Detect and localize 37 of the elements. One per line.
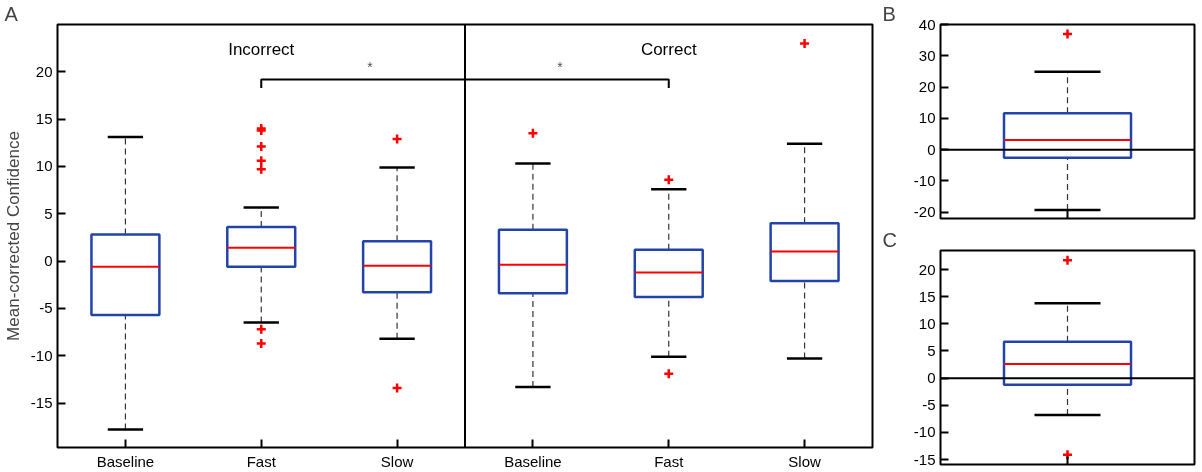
y-tick-label: -15 [913, 450, 936, 468]
chart-title: B [882, 2, 896, 25]
y-tick-label: -10 [30, 346, 53, 364]
y-tick-label: -5 [922, 396, 936, 414]
y-tick-label: 10 [918, 314, 936, 332]
y-tick-label: 5 [927, 341, 936, 359]
y-tick-label: 30 [918, 46, 936, 64]
y-tick-label: -10 [913, 171, 936, 189]
y-tick-label: 0 [927, 140, 936, 158]
annotation: Incorrect [228, 40, 295, 60]
y-tick-label: 15 [35, 110, 53, 128]
y-tick-label: -20 [913, 203, 936, 221]
y-tick-label: 10 [35, 157, 53, 175]
x-tick-label: Baseline [504, 452, 562, 470]
y-tick-label: 20 [918, 260, 936, 278]
y-axis-title: Mean-corrected Confidence [3, 131, 23, 341]
y-tick-label: 0 [927, 369, 936, 387]
y-tick-label: 40 [918, 15, 936, 33]
x-tick-label: Baseline [96, 452, 155, 470]
chart-title: C [882, 228, 897, 251]
x-tick-label: Fast [654, 452, 685, 470]
y-tick-label: 15 [918, 287, 936, 305]
y-tick-label: 5 [44, 204, 53, 222]
y-tick-label: 20 [918, 78, 936, 96]
y-tick-label: -5 [39, 299, 53, 317]
x-tick-label: Fast [246, 452, 277, 470]
y-tick-label: 10 [918, 109, 936, 127]
annotation: Correct [640, 40, 697, 60]
chart-title: A [4, 2, 19, 25]
annotation: * [557, 58, 564, 75]
x-tick-label: Slow [380, 452, 414, 470]
y-tick-label: 0 [44, 252, 53, 270]
x-tick-label: Slow [788, 452, 822, 470]
y-tick-label: 20 [35, 62, 53, 80]
annotation: * [367, 58, 374, 75]
y-tick-label: -10 [913, 423, 936, 441]
y-tick-label: -15 [30, 394, 53, 412]
